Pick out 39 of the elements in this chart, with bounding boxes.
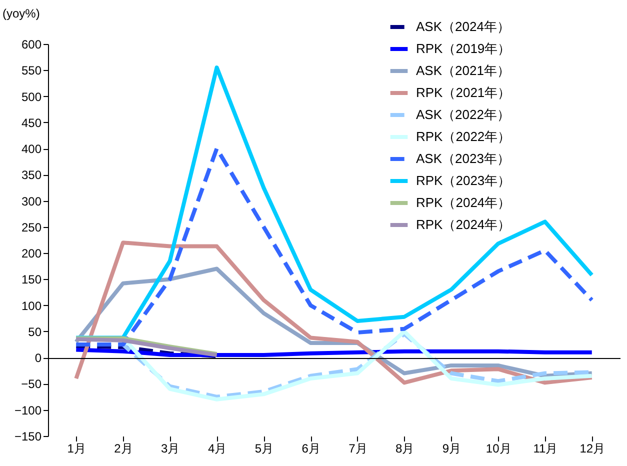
y-tick-label: 400 xyxy=(21,142,42,156)
y-tick-label: −50 xyxy=(21,377,42,392)
x-tick-label: 6月 xyxy=(302,442,320,456)
x-tick-label: 12月 xyxy=(580,442,606,456)
x-tick-label: 4月 xyxy=(208,442,227,456)
x-tick-label: 5月 xyxy=(254,442,274,456)
x-tick-label: 1月 xyxy=(67,442,86,456)
legend-label: ASK（2023年） xyxy=(416,151,510,166)
x-tick-label: 8月 xyxy=(395,442,414,456)
x-tick-label: 3月 xyxy=(161,442,180,456)
y-tick-label: 0 xyxy=(34,351,42,366)
y-tick-label: −150 xyxy=(14,430,42,444)
y-tick-label: 300 xyxy=(21,194,42,208)
x-tick-label: 11月 xyxy=(533,442,558,456)
legend-label: RPK（2022年） xyxy=(416,129,511,144)
legend-label: RPK（2019年） xyxy=(416,41,511,56)
legend-label: RPK（2021年） xyxy=(416,85,511,100)
y-tick-label: 200 xyxy=(21,246,42,261)
y-axis-title: (yoy%) xyxy=(2,6,40,20)
y-tick-label: 50 xyxy=(28,324,42,339)
legend-label: ASK（2024年） xyxy=(416,19,510,34)
y-tick-label: 450 xyxy=(21,116,42,130)
legend-label: RPK（2023年） xyxy=(416,173,511,188)
y-tick-label: 100 xyxy=(21,298,42,313)
y-tick-label: 350 xyxy=(21,168,42,182)
y-tick-label: 550 xyxy=(21,64,42,78)
y-tick-label: −100 xyxy=(14,403,42,418)
x-tick-label: 10月 xyxy=(486,442,512,456)
legend-label: ASK（2021年） xyxy=(416,63,510,78)
y-tick-label: 250 xyxy=(21,220,42,234)
legend-label: RPK（2024年） xyxy=(416,217,511,232)
x-tick-label: 2月 xyxy=(114,442,133,456)
y-tick-label: 500 xyxy=(21,90,42,104)
x-tick-label: 9月 xyxy=(442,442,462,456)
legend-label: ASK（2022年） xyxy=(416,107,510,122)
y-tick-label: 600 xyxy=(21,38,42,52)
y-tick-label: 150 xyxy=(21,272,42,287)
x-tick-label: 7月 xyxy=(348,442,368,456)
legend-label: RPK（2024年） xyxy=(416,195,511,210)
